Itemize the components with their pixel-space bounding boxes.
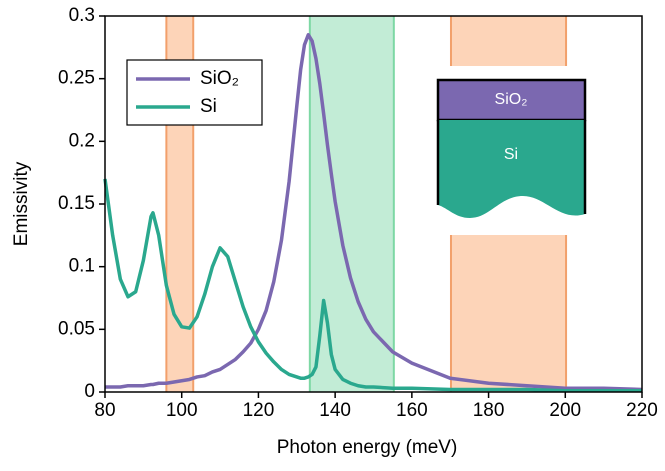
x-tick-label: 100 xyxy=(166,400,198,421)
inset-si-layer xyxy=(438,120,585,218)
y-tick-label: 0.2 xyxy=(69,130,95,151)
y-tick-label: 0 xyxy=(84,381,95,402)
y-tick-label: 0.05 xyxy=(58,318,95,339)
x-tick-label: 200 xyxy=(549,400,581,421)
x-tick-label: 120 xyxy=(243,400,275,421)
series-line xyxy=(105,33,643,392)
x-tick-label: 160 xyxy=(396,400,428,421)
legend-label: Si xyxy=(200,96,217,117)
inset: SiO₂ Si xyxy=(428,66,600,235)
y-tick-label: 0.15 xyxy=(58,193,95,214)
x-tick-label: 220 xyxy=(626,400,658,421)
y-axis-label: Emissivity xyxy=(11,161,32,246)
inset-label: SiO₂ xyxy=(495,91,528,108)
x-tick-label: 80 xyxy=(94,400,115,421)
shaded-region xyxy=(309,16,394,392)
x-axis-label: Photon energy (meV) xyxy=(277,437,458,458)
y-tick-label: 0.25 xyxy=(58,68,95,89)
plot-frame xyxy=(104,15,643,393)
lines xyxy=(103,33,643,393)
inset-sio2-layer xyxy=(436,78,587,122)
legend: SiO₂ Si xyxy=(126,59,263,126)
axes: 0 0.05 0.1 0.15 0.2 0.25 0.3 80 100 120 140 160 180 2… xyxy=(58,5,658,421)
inset-label: Si xyxy=(504,146,518,163)
x-tick-label: 180 xyxy=(473,400,505,421)
y-tick-label: 0.3 xyxy=(69,5,95,26)
inset-edges xyxy=(436,120,587,214)
series-line xyxy=(103,178,642,393)
legend-box xyxy=(126,59,263,126)
y-tick-label: 0.1 xyxy=(69,256,95,277)
x-tick-label: 140 xyxy=(319,400,351,421)
legend-label: SiO₂ xyxy=(200,68,239,89)
